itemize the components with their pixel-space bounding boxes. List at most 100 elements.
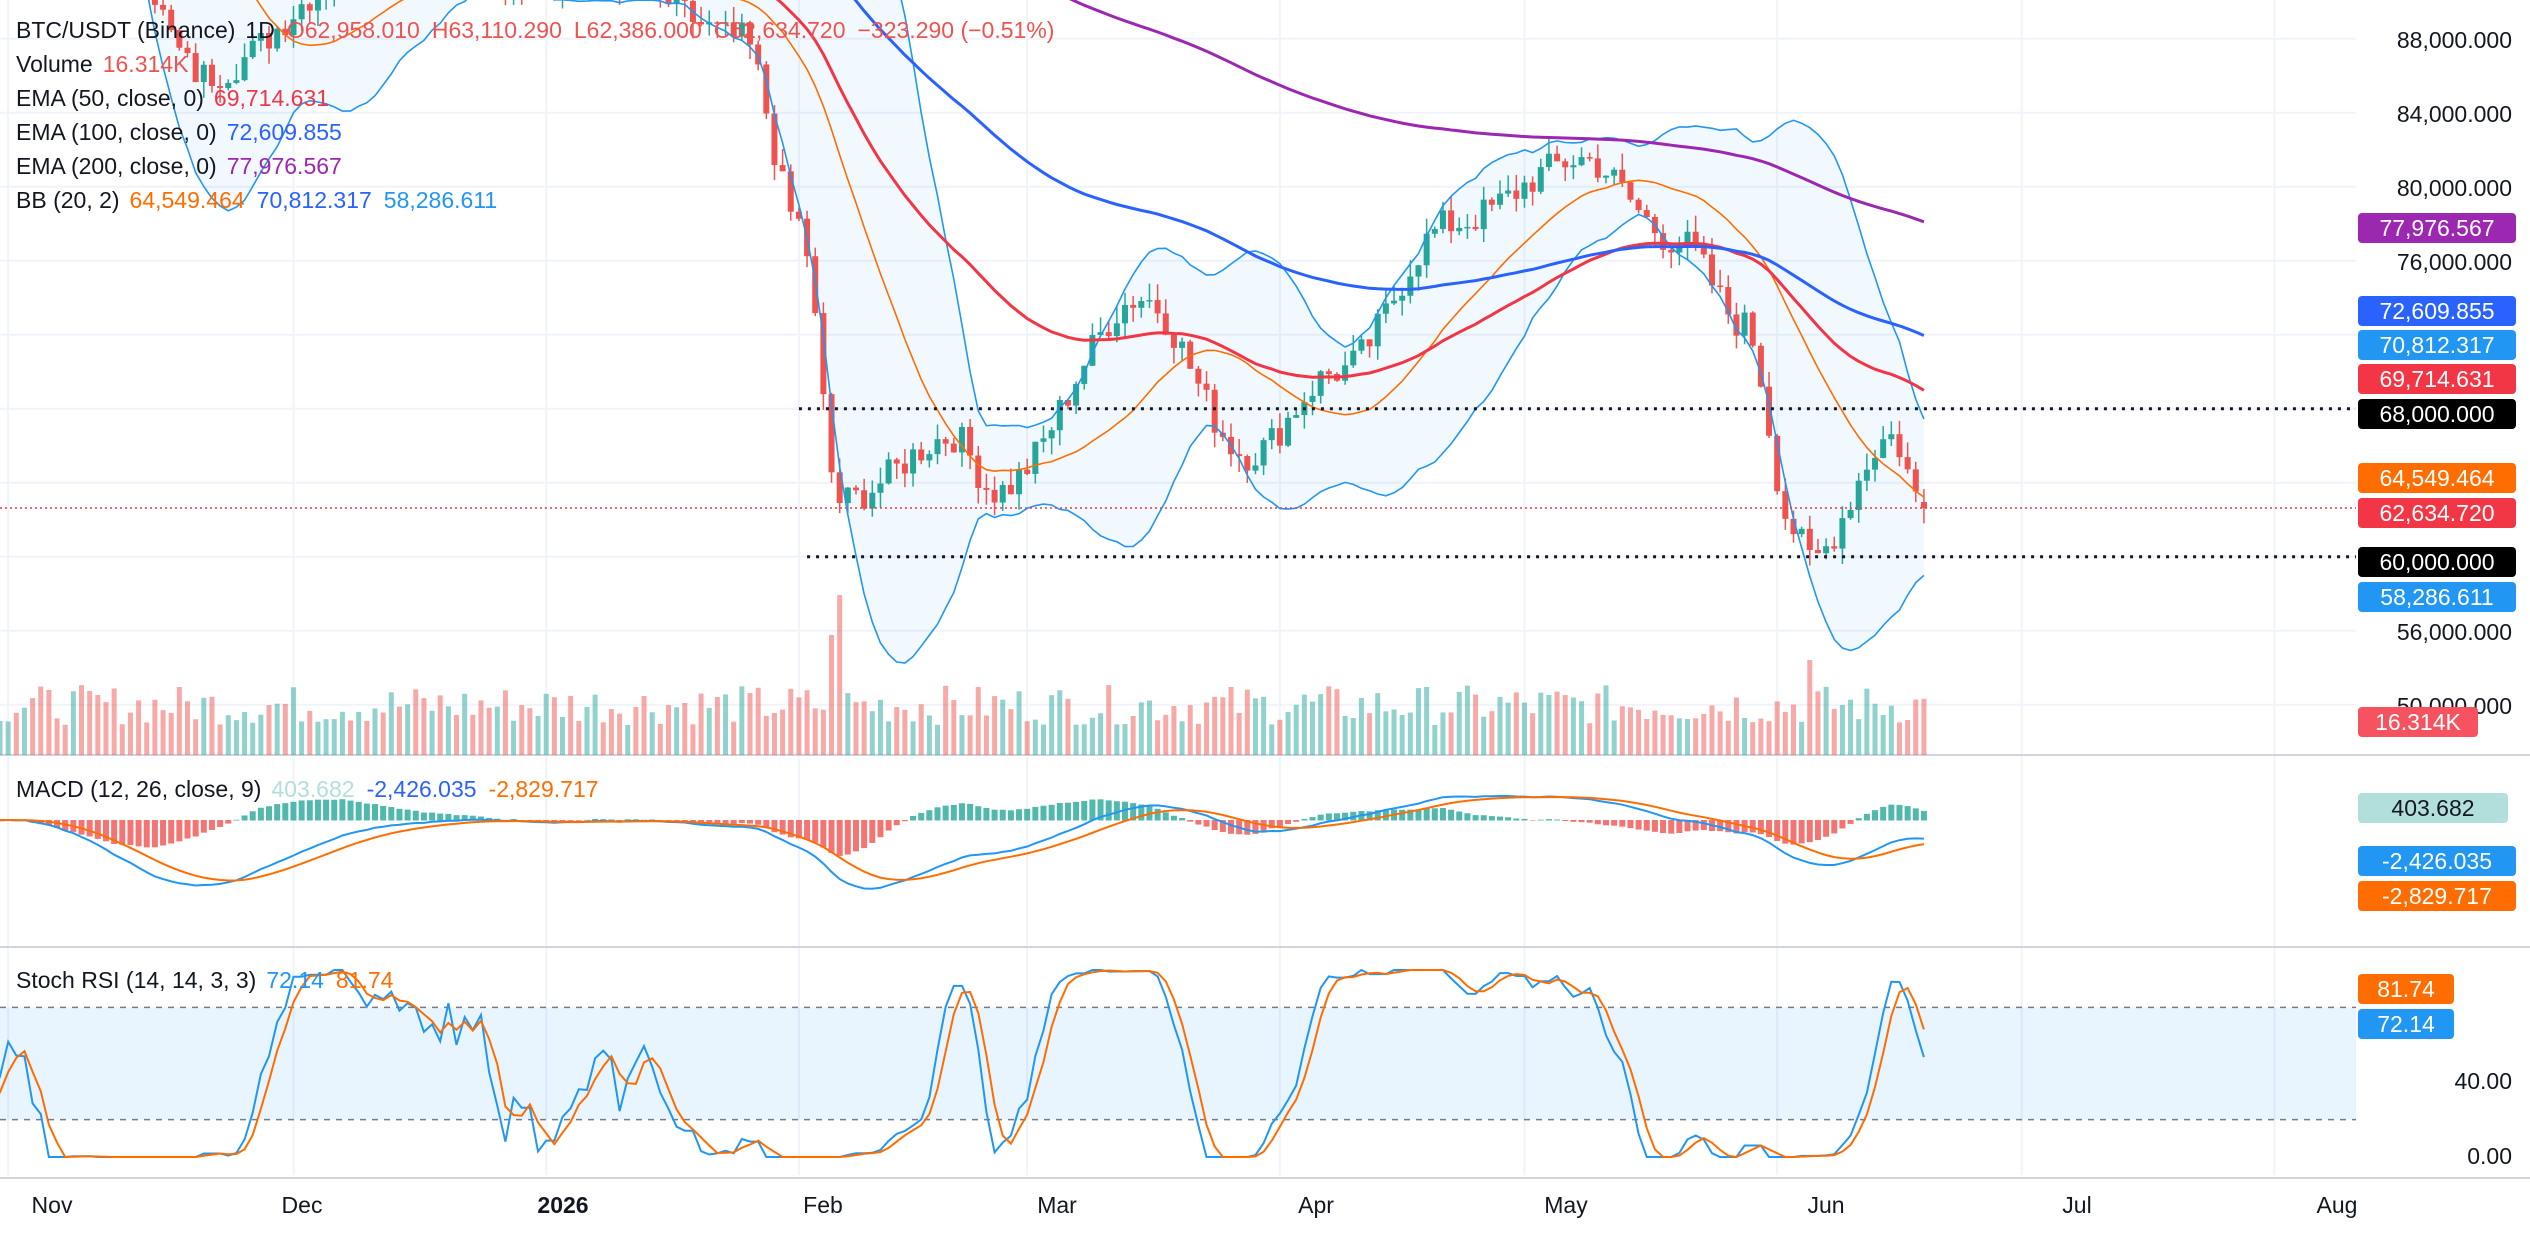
legend-ema200[interactable]: EMA (200, close, 0) 77,976.567 <box>16 152 354 180</box>
volume-bar <box>79 685 85 755</box>
volume-bar <box>1831 708 1837 755</box>
macd-histogram-bar <box>1488 816 1495 821</box>
time-tick: Jun <box>1807 1192 1845 1218</box>
legend-stoch[interactable]: Stoch RSI (14, 14, 3, 3) 72.14 81.74 <box>16 966 405 994</box>
volume-bar <box>1228 687 1234 755</box>
volume-bar <box>1554 691 1560 755</box>
volume-bar <box>1725 720 1731 755</box>
volume-bar <box>282 703 288 755</box>
volume-bar <box>176 687 182 755</box>
volume-bar <box>1505 702 1511 755</box>
candle-body <box>1790 518 1797 535</box>
volume-bar <box>1244 689 1250 755</box>
candle-body <box>1105 332 1112 337</box>
legend-symbol[interactable]: BTC/USDT (Binance) <box>16 17 236 43</box>
candle-body <box>893 459 900 464</box>
macd-histogram-bar <box>828 820 835 853</box>
volume-bar <box>62 724 68 755</box>
volume-bar <box>1856 719 1862 755</box>
legend-macd[interactable]: MACD (12, 26, close, 9) 403.682 -2,426.035… <box>16 775 611 803</box>
volume-bar <box>902 709 908 755</box>
volume-bar <box>1464 685 1470 755</box>
volume-bar <box>323 719 329 755</box>
macd-histogram-bar <box>168 820 175 844</box>
candle-body <box>1700 246 1707 255</box>
volume-bar <box>217 724 223 755</box>
macd-histogram-bar <box>1578 820 1585 823</box>
candle-body <box>1423 233 1430 266</box>
volume-bar <box>1750 722 1756 755</box>
candle-body <box>1439 210 1446 230</box>
candle-body <box>1570 165 1577 168</box>
volume-bar <box>576 720 582 755</box>
macd-histogram-bar <box>1627 820 1634 829</box>
volume-bar <box>429 710 435 755</box>
macd-signal-value: -2,829.717 <box>488 776 599 802</box>
candle-body <box>1203 383 1210 390</box>
volume-bar <box>992 696 998 755</box>
bb-basis-price-tag: 64,549.464 <box>2358 463 2516 493</box>
macd-histogram-bar <box>1187 820 1194 822</box>
candle-body <box>1480 199 1487 230</box>
macd-histogram-bar <box>372 804 379 821</box>
volume-bar <box>242 711 248 755</box>
volume-bar <box>1913 699 1919 755</box>
candle-body <box>787 171 794 212</box>
time-tick: Jul <box>2062 1192 2092 1218</box>
legend-volume[interactable]: Volume 16.314K <box>16 50 200 78</box>
legend-bb[interactable]: BB (20, 2) 64,549.464 70,812.317 58,286.611 <box>16 186 509 214</box>
candle-body <box>1627 182 1634 200</box>
ema100-price-tag: 72,609.855 <box>2358 296 2516 326</box>
macd-histogram-bar <box>1790 820 1797 845</box>
volume-bar <box>657 723 663 755</box>
price-tick: 80,000.000 <box>2396 175 2512 201</box>
volume-bar <box>1179 721 1185 755</box>
macd-line <box>0 795 1924 890</box>
candle-body <box>738 22 745 37</box>
macd-histogram-bar <box>1920 810 1927 821</box>
candle-body <box>1855 480 1862 510</box>
candle-body <box>1513 190 1520 199</box>
volume-bar <box>274 703 280 755</box>
macd-histogram-bar <box>885 820 892 831</box>
volume-bar <box>1587 723 1593 755</box>
candle-body <box>1635 199 1642 211</box>
volume-bar <box>861 701 867 755</box>
volume-bar <box>1049 695 1055 755</box>
volume-bar <box>160 710 166 755</box>
candle-body <box>1741 312 1748 336</box>
macd-histogram-bar <box>1904 806 1911 821</box>
macd-histogram-bar <box>958 803 965 821</box>
macd-histogram-bar <box>1040 805 1047 821</box>
legend-ema50[interactable]: EMA (50, close, 0) 69,714.631 <box>16 84 341 112</box>
macd-histogram-bar <box>274 804 281 821</box>
candle-body <box>828 394 835 473</box>
macd-histogram-bar <box>747 820 754 824</box>
volume-bar <box>951 700 957 755</box>
macd-histogram-bar <box>1586 820 1593 823</box>
macd-histogram-bar <box>1831 820 1838 834</box>
ema50-line <box>775 0 1925 392</box>
ema50-value: 69,714.631 <box>213 85 330 111</box>
candle-body <box>1602 175 1609 178</box>
candle-body <box>1619 169 1626 183</box>
volume-bar <box>1301 694 1307 755</box>
candle-body <box>1097 332 1104 335</box>
legend-low: L62,386.000 <box>573 17 702 43</box>
macd-histogram-bar <box>1521 818 1528 821</box>
macd-histogram-bar <box>461 815 468 821</box>
candle-body <box>1488 199 1495 205</box>
macd-histogram-bar <box>1301 818 1308 821</box>
macd-histogram-bar <box>160 820 167 846</box>
candle-body <box>1260 440 1267 466</box>
legend-main: BTC/USDT (Binance) 1D O62,958.010 H63,110.2… <box>16 16 1066 44</box>
macd-histogram-bar <box>1594 820 1601 825</box>
volume-bar <box>690 724 696 755</box>
legend-ema100[interactable]: EMA (100, close, 0) 72,609.855 <box>16 118 354 146</box>
volume-bar <box>1000 699 1006 755</box>
macd-histogram-bar <box>1660 820 1667 834</box>
candle-body <box>1007 485 1014 495</box>
macd-histogram-bar <box>795 820 802 839</box>
candle-body <box>934 439 941 455</box>
